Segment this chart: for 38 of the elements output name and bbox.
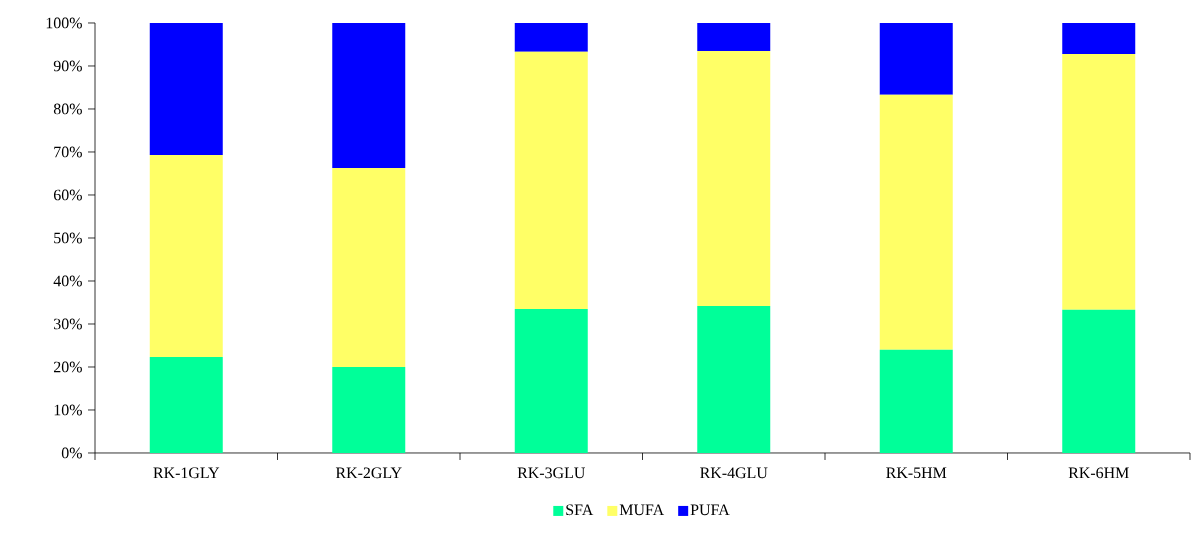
y-tick-label: 30% [54,318,82,330]
bar [514,308,588,453]
bar [697,50,771,306]
y-tick-label: 0% [61,447,82,459]
y-tick-label: 90% [53,60,82,72]
bar [1062,53,1136,310]
x-tick-label: RK-1GLY [153,467,220,479]
y-tick-label: 60% [53,189,82,201]
x-tick-label: RK-5HM [886,467,947,479]
x-tick-label: RK-2GLY [335,467,402,479]
bar [332,22,406,168]
bar [1062,22,1136,54]
legend-label: MUFA [619,504,665,516]
bar [149,154,223,358]
bar [514,51,588,309]
bar [149,357,223,453]
bar [697,22,771,51]
legend-label: SFA [566,504,594,516]
bar [879,94,953,350]
x-tick-label: RK-3GLU [517,467,585,479]
y-tick-label: 70% [54,146,82,158]
bar [332,167,406,367]
y-tick-label: 10% [54,404,82,416]
x-tick-label: RK-6HM [1068,467,1129,479]
bar [879,349,953,453]
legend-label: PUFA [690,504,730,516]
x-tick-label: RK-4GLU [700,467,768,479]
bar [697,305,771,453]
y-tick-label: 80% [53,103,82,115]
bar [149,22,223,155]
y-tick-label: 100% [46,17,82,29]
bar [332,366,406,453]
bar [879,22,953,95]
y-tick-label: 20% [53,361,82,373]
y-tick-label: 50% [54,232,82,244]
bar [1062,309,1136,453]
bar [514,22,588,52]
y-tick-label: 40% [53,275,82,287]
